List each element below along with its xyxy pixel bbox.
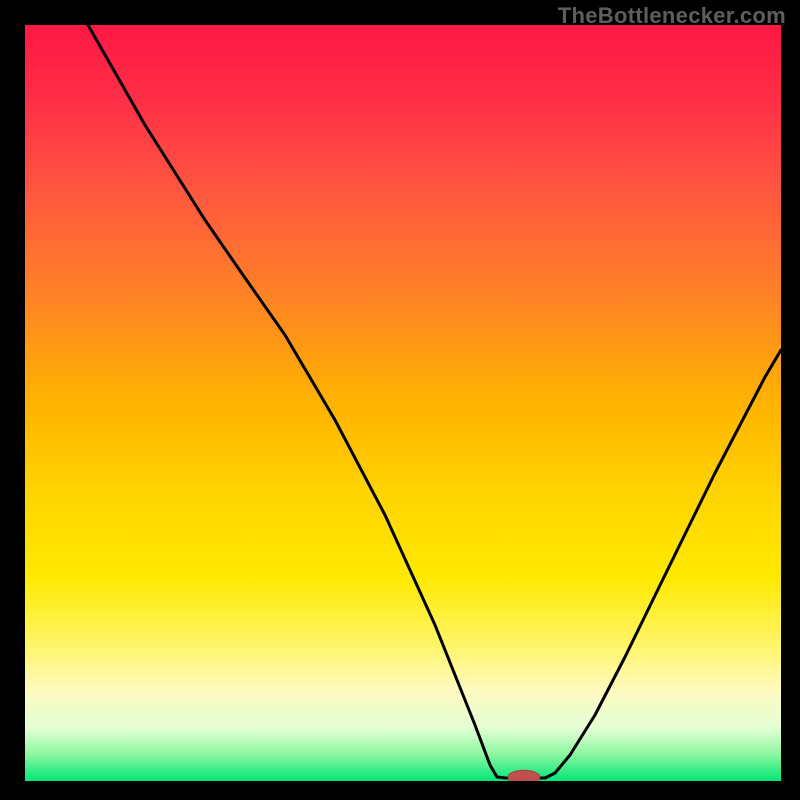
optimal-marker [508,770,540,781]
plot-area [25,25,781,781]
gradient-background [25,25,781,781]
watermark-text: TheBottlenecker.com [558,3,786,29]
plot-svg [25,25,781,781]
chart-container: TheBottlenecker.com [0,0,800,800]
